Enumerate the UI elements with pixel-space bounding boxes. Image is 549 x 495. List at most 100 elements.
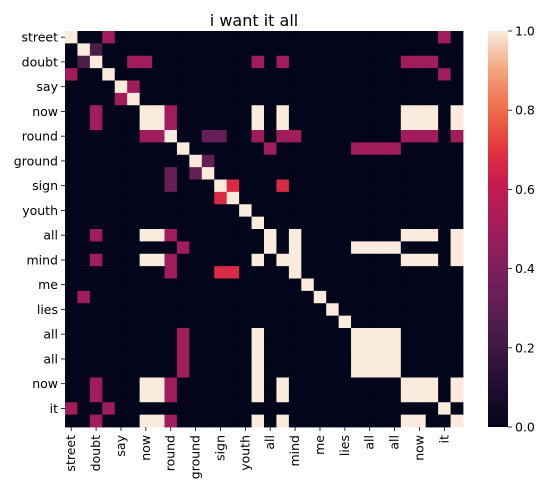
heatmap-cell bbox=[351, 340, 364, 354]
heatmap-cell bbox=[338, 290, 352, 304]
heatmap-cell bbox=[338, 68, 352, 81]
heatmap-cell bbox=[65, 290, 78, 304]
heatmap-cell bbox=[288, 402, 302, 416]
heatmap-cell bbox=[251, 130, 265, 143]
heatmap-cell bbox=[251, 179, 265, 193]
heatmap-cell bbox=[226, 130, 240, 143]
heatmap-cell bbox=[351, 68, 364, 81]
heatmap-cell bbox=[226, 229, 240, 242]
heatmap-cell bbox=[288, 92, 302, 106]
heatmap-cell bbox=[413, 365, 427, 378]
heatmap-cell bbox=[251, 365, 265, 378]
heatmap-cell bbox=[450, 43, 464, 57]
heatmap-cell bbox=[226, 328, 240, 341]
heatmap-cell bbox=[313, 55, 327, 69]
heatmap-cell bbox=[139, 43, 153, 57]
heatmap-cell bbox=[65, 55, 78, 69]
x-tick-label: all bbox=[262, 435, 277, 450]
y-tick-label: lies bbox=[37, 302, 58, 317]
heatmap-cell bbox=[89, 191, 103, 205]
heatmap-cell bbox=[214, 130, 228, 143]
heatmap-cell bbox=[301, 204, 315, 218]
heatmap-cell bbox=[152, 253, 165, 267]
heatmap-cell bbox=[226, 340, 240, 354]
heatmap-cell bbox=[226, 241, 240, 255]
heatmap-cell bbox=[89, 204, 103, 218]
heatmap-cell bbox=[251, 55, 265, 69]
heatmap-cell bbox=[326, 328, 340, 341]
heatmap-cell bbox=[438, 241, 451, 255]
heatmap-cell bbox=[375, 191, 389, 205]
heatmap-cell bbox=[201, 43, 215, 57]
heatmap-cell bbox=[288, 43, 302, 57]
heatmap-cell bbox=[239, 92, 252, 106]
heatmap-cell bbox=[77, 43, 91, 57]
heatmap-cell bbox=[189, 43, 203, 57]
heatmap-cell bbox=[413, 179, 427, 193]
heatmap-cell bbox=[127, 55, 141, 69]
y-axis-ticks: street doubt say now round ground sign youth all… bbox=[14, 30, 65, 416]
heatmap-cell bbox=[388, 92, 402, 106]
heatmap-cell bbox=[313, 229, 327, 242]
heatmap-cell bbox=[326, 278, 340, 292]
heatmap-cell bbox=[226, 80, 240, 94]
heatmap-cell bbox=[425, 216, 439, 230]
heatmap-cell bbox=[201, 352, 215, 366]
heatmap-cell bbox=[77, 191, 91, 205]
heatmap-cell bbox=[264, 68, 277, 81]
heatmap-cell bbox=[288, 229, 302, 242]
heatmap-cell bbox=[152, 389, 165, 403]
colorbar-tick-label: 1.0 bbox=[515, 24, 535, 39]
heatmap-cell bbox=[438, 377, 451, 391]
heatmap-cell bbox=[77, 179, 91, 193]
heatmap-cell bbox=[338, 229, 352, 242]
heatmap-cell bbox=[152, 43, 165, 57]
heatmap-cell bbox=[351, 377, 364, 391]
heatmap-cell bbox=[139, 55, 153, 69]
heatmap-cell bbox=[313, 253, 327, 267]
heatmap-cell bbox=[375, 43, 389, 57]
heatmap-cell bbox=[201, 130, 215, 143]
heatmap-cell bbox=[375, 315, 389, 329]
heatmap-cell bbox=[127, 117, 141, 131]
heatmap-cell bbox=[400, 352, 414, 366]
heatmap-cell bbox=[77, 352, 91, 366]
heatmap-cell bbox=[450, 290, 464, 304]
heatmap-cell bbox=[127, 253, 141, 267]
heatmap-cell bbox=[375, 68, 389, 81]
heatmap-cell bbox=[114, 402, 128, 416]
heatmap-cell bbox=[152, 365, 165, 378]
heatmap-cell bbox=[152, 278, 165, 292]
heatmap-cell bbox=[214, 80, 228, 94]
heatmap-cell bbox=[388, 315, 402, 329]
heatmap-cell bbox=[288, 365, 302, 378]
heatmap-cell bbox=[313, 216, 327, 230]
heatmap-cell bbox=[450, 241, 464, 255]
heatmap-cell bbox=[400, 328, 414, 341]
heatmap-cell bbox=[450, 130, 464, 143]
heatmap-cell bbox=[413, 43, 427, 57]
heatmap-cell bbox=[239, 278, 252, 292]
heatmap-cell bbox=[89, 229, 103, 242]
heatmap-cell bbox=[251, 204, 265, 218]
y-tick-label: it bbox=[50, 401, 58, 416]
heatmap-cell bbox=[351, 167, 364, 180]
heatmap-cell bbox=[413, 154, 427, 168]
heatmap-cell bbox=[214, 92, 228, 106]
heatmap-cell bbox=[438, 92, 451, 106]
heatmap-cell bbox=[400, 402, 414, 416]
heatmap-cell bbox=[264, 55, 277, 69]
heatmap-cell bbox=[288, 31, 302, 44]
heatmap-cell bbox=[326, 352, 340, 366]
heatmap-cell bbox=[351, 216, 364, 230]
heatmap-cell bbox=[127, 340, 141, 354]
heatmap-cell bbox=[400, 253, 414, 267]
heatmap-cell bbox=[201, 389, 215, 403]
heatmap-cell bbox=[313, 303, 327, 317]
heatmap-cell bbox=[288, 55, 302, 69]
heatmap-cell bbox=[77, 117, 91, 131]
heatmap-cell bbox=[326, 290, 340, 304]
heatmap-cell bbox=[438, 315, 451, 329]
heatmap-cell bbox=[388, 68, 402, 81]
